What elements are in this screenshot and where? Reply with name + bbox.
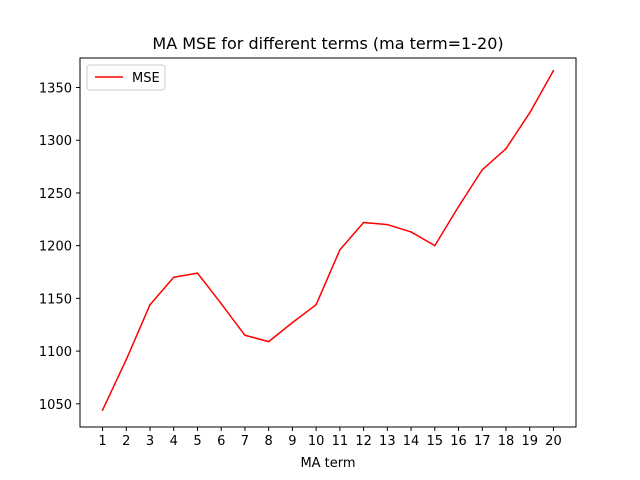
data-point: [410, 231, 412, 233]
y-tick-label: 1150: [39, 292, 72, 307]
data-point: [386, 223, 389, 226]
x-tick-label: 19: [521, 434, 538, 449]
x-tick-label: 20: [545, 434, 562, 449]
chart-title: MA MSE for different terms (ma term=1-20…: [152, 34, 503, 53]
x-tick-label: 18: [498, 434, 515, 449]
x-tick-label: 13: [379, 434, 396, 449]
data-point: [433, 244, 436, 247]
x-tick-label: 7: [241, 434, 249, 449]
x-tick-label: 9: [288, 434, 296, 449]
data-point: [101, 409, 104, 411]
data-point: [457, 205, 460, 208]
x-tick-label: 12: [355, 434, 372, 449]
data-point: [339, 249, 341, 251]
y-tick-label: 1100: [39, 345, 72, 360]
x-tick-label: 15: [427, 434, 444, 449]
ticks-layer: 1 2 3 4 5 6 7 8 9 10 11 12 13 14 15 16 17 18 19 20105011001…: [39, 82, 562, 449]
data-point: [528, 112, 531, 114]
series-line-mse: [101, 70, 555, 411]
data-point: [505, 147, 507, 150]
y-tick-label: 1350: [39, 82, 72, 97]
data-point: [220, 302, 223, 305]
x-tick-label: 6: [217, 434, 225, 449]
data-point: [481, 168, 484, 171]
data-point: [552, 69, 555, 72]
data-point: [172, 276, 175, 279]
data-point: [362, 221, 365, 224]
plot-frame: [79, 57, 577, 428]
y-tick-label: 1200: [39, 240, 72, 255]
x-tick-label: 17: [474, 434, 491, 449]
x-tick-label: 11: [332, 434, 349, 449]
data-point: [315, 303, 317, 306]
data-point: [125, 358, 128, 361]
data-point: [149, 303, 151, 306]
x-tick-label: 14: [403, 434, 420, 449]
x-tick-label: 3: [146, 434, 154, 449]
x-axis-label: MA term: [300, 456, 355, 471]
x-tick-label: 10: [308, 434, 325, 449]
x-tick-label: 8: [265, 434, 273, 449]
plot-background: [80, 58, 576, 427]
data-point: [244, 334, 246, 337]
legend-label-mse: MSE: [132, 71, 160, 86]
y-tick-label: 1300: [39, 134, 72, 149]
x-tick-label: 5: [193, 434, 201, 449]
y-tick-label: 1250: [39, 187, 72, 202]
legend-box: [86, 64, 166, 91]
y-tick-label: 1050: [39, 398, 72, 413]
x-tick-label: 16: [450, 434, 467, 449]
x-tick-label: 4: [170, 434, 178, 449]
series-layer: [101, 69, 555, 411]
x-tick-label: 1: [98, 434, 106, 449]
data-point: [196, 272, 199, 274]
legend: MSE: [86, 64, 166, 91]
data-point: [291, 321, 294, 324]
x-tick-label: 2: [122, 434, 130, 449]
data-point: [267, 340, 270, 343]
